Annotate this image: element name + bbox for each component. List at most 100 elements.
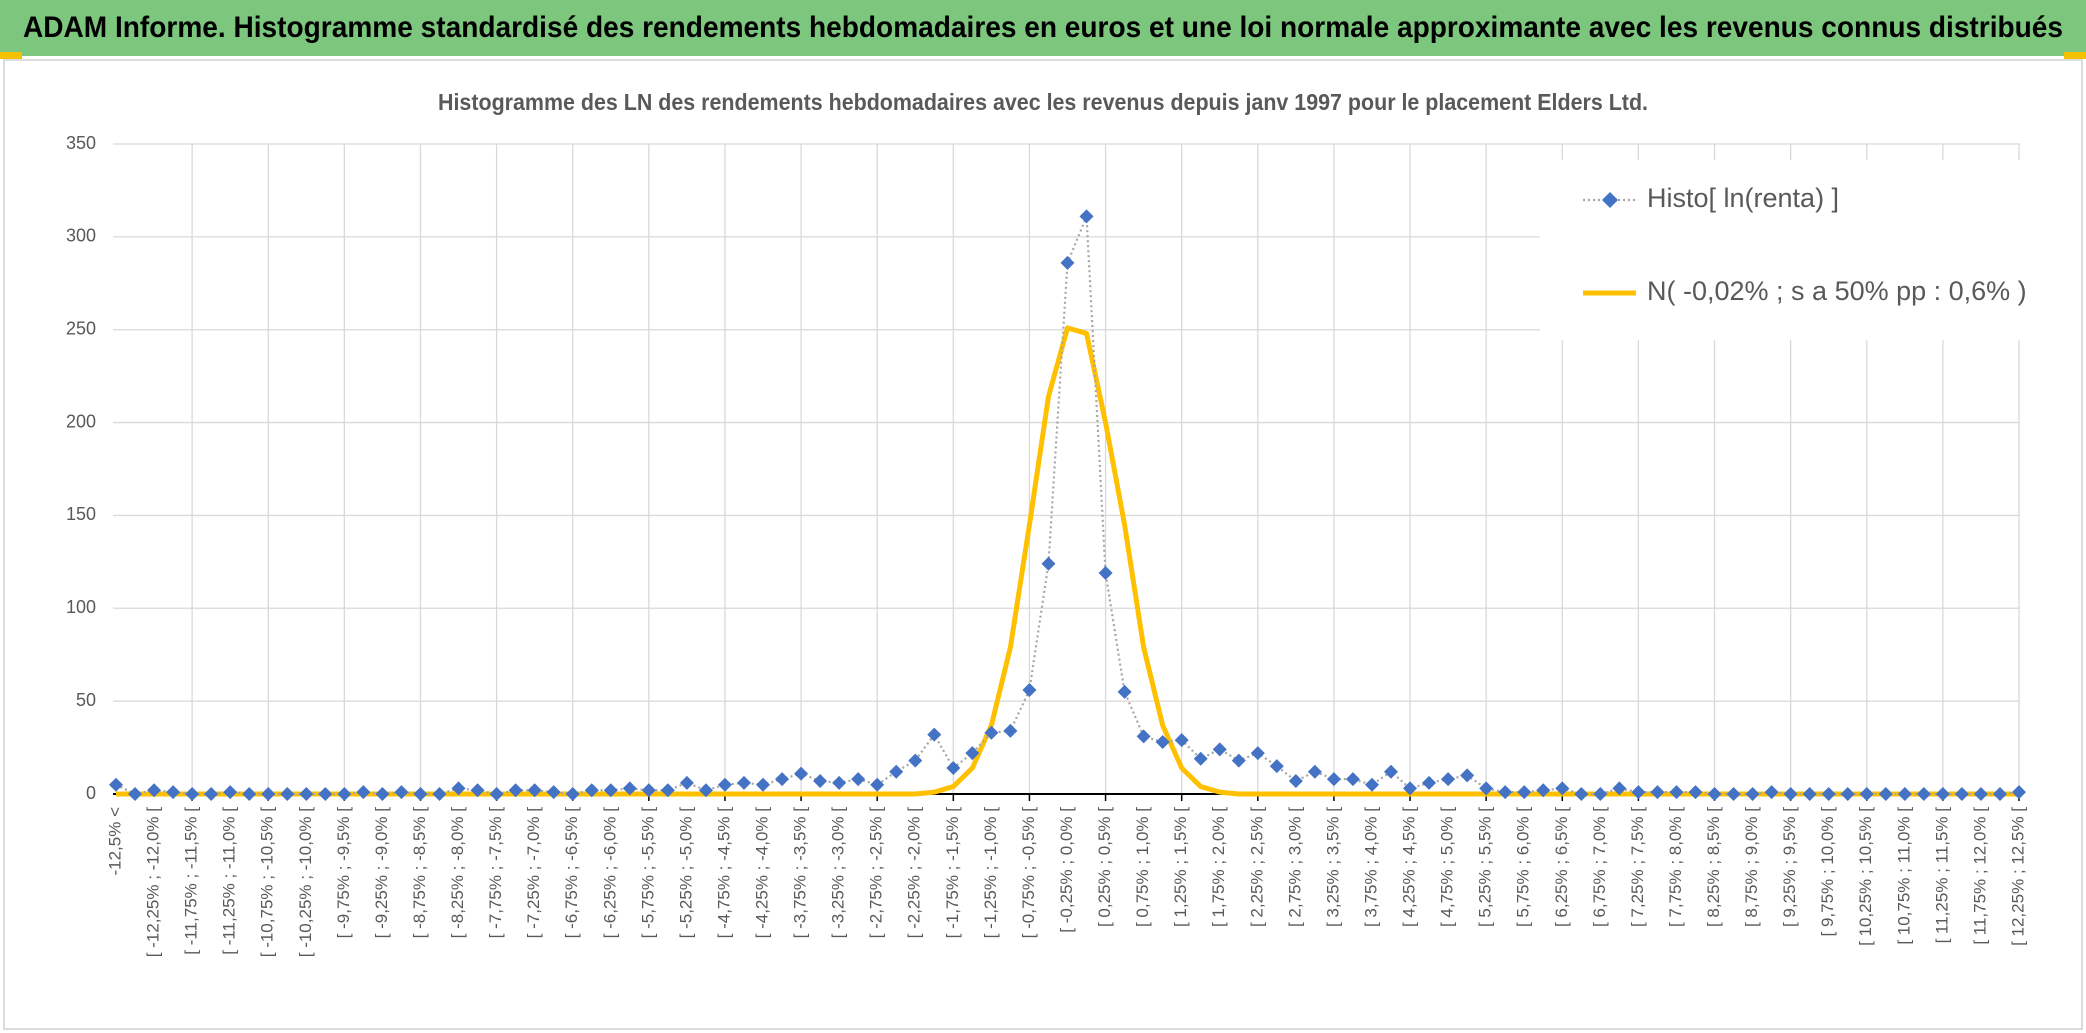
point <box>1307 764 1322 779</box>
point <box>204 787 219 801</box>
point <box>1688 785 1703 800</box>
x-tick-label: [ -12,25% ; -12,0% [ <box>144 807 163 958</box>
point <box>1612 781 1627 796</box>
x-tick-label: [ -11,25% ; -11,0% [ <box>220 807 239 955</box>
point <box>1897 787 1912 801</box>
point <box>1574 787 1589 801</box>
point <box>489 787 504 801</box>
header-band <box>0 0 2086 56</box>
corner-mark <box>0 52 22 59</box>
y-tick-label: 350 <box>66 133 96 153</box>
x-tick-label: [ -1,75% ; -1,5% [ <box>943 807 962 939</box>
point <box>280 787 295 801</box>
point <box>394 785 409 800</box>
point <box>1498 785 1513 800</box>
x-tick-label: [ 5,75% ; 6,0% [ <box>1514 807 1533 927</box>
point <box>451 781 466 796</box>
point <box>1193 751 1208 766</box>
point <box>1212 742 1227 757</box>
x-tick-label: [ -1,25% ; -1,0% [ <box>981 807 1000 939</box>
point <box>1821 787 1836 801</box>
point <box>1916 787 1931 801</box>
x-tick-label: [ 1,25% ; 1,5% [ <box>1171 807 1190 927</box>
point <box>1231 753 1246 768</box>
point <box>1517 785 1532 800</box>
point <box>1422 775 1437 790</box>
point <box>1650 785 1665 800</box>
point <box>2012 785 2026 800</box>
point <box>261 787 276 801</box>
x-tick-label: [ -0,75% ; -0,5% [ <box>1019 807 1038 939</box>
point <box>413 787 428 801</box>
point <box>756 777 771 792</box>
point <box>166 785 181 800</box>
x-tick-label: [ 0,25% ; 0,5% [ <box>1095 807 1114 927</box>
legend-marker <box>1602 192 1618 208</box>
x-tick-label: [ 8,25% ; 8,5% [ <box>1704 807 1723 927</box>
point <box>1878 787 1893 801</box>
point <box>1745 787 1760 801</box>
x-tick-label: [ 5,25% ; 5,5% [ <box>1476 807 1495 927</box>
x-tick-label: [ 6,25% ; 6,5% [ <box>1552 807 1571 927</box>
x-tick-label: [ -10,75% ; -10,5% [ <box>258 807 277 958</box>
x-tick-label: [ 8,75% ; 9,0% [ <box>1742 807 1761 927</box>
point <box>679 775 694 790</box>
point <box>318 787 333 801</box>
point <box>660 783 675 798</box>
point <box>1117 684 1132 699</box>
x-tick-label: [ -10,25% ; -10,0% [ <box>296 807 315 958</box>
point <box>109 777 123 792</box>
point <box>1954 787 1969 801</box>
point <box>128 787 143 801</box>
x-tick-label: [ -3,25% ; -3,0% [ <box>829 807 848 939</box>
x-tick-label: [ 0,75% ; 1,0% [ <box>1133 807 1152 927</box>
point <box>1992 787 2007 801</box>
point <box>527 783 542 798</box>
corner-mark <box>2064 52 2086 59</box>
x-tick-label: [ 11,25% ; 11,5% [ <box>1932 807 1951 944</box>
point <box>1269 759 1284 774</box>
point <box>1060 255 1075 270</box>
x-tick-label: [ -11,75% ; -11,5% [ <box>182 807 201 955</box>
x-tick-label: [ -2,75% ; -2,5% [ <box>867 807 886 939</box>
point <box>1174 733 1189 748</box>
page-title: ADAM Informe. Histogramme standardisé de… <box>23 11 2063 44</box>
point <box>1460 768 1475 783</box>
x-tick-label: [ 4,25% ; 4,5% [ <box>1400 807 1419 927</box>
point <box>965 746 980 761</box>
point <box>794 766 809 781</box>
point <box>1840 787 1855 801</box>
x-tick-label: [ 6,75% ; 7,0% [ <box>1590 807 1609 927</box>
chart-title: Histogramme des LN des rendements hebdom… <box>438 89 1648 115</box>
point <box>1250 746 1265 761</box>
point <box>1098 566 1113 580</box>
y-tick-label: 0 <box>86 783 96 803</box>
y-tick-label: 150 <box>66 504 96 524</box>
point <box>1441 772 1456 787</box>
point <box>375 787 390 801</box>
point <box>832 775 847 790</box>
x-tick-label: [ 2,75% ; 3,0% [ <box>1285 807 1304 927</box>
x-tick-label: [ 12,25% ; 12,5% [ <box>2008 807 2027 946</box>
point <box>1155 735 1170 749</box>
point <box>1631 785 1646 800</box>
y-tick-label: 50 <box>76 690 96 710</box>
x-tick-label: [ -8,25% ; -8,0% [ <box>448 807 467 939</box>
point <box>1345 772 1360 787</box>
point <box>546 785 561 800</box>
point <box>1403 781 1418 796</box>
point <box>1326 772 1341 787</box>
point <box>1973 787 1988 801</box>
point <box>1669 785 1684 800</box>
point <box>1555 781 1570 796</box>
x-tick-label: [ -2,25% ; -2,0% [ <box>905 807 924 939</box>
point <box>603 783 618 798</box>
point <box>889 764 904 779</box>
point <box>185 787 200 801</box>
point <box>641 783 656 798</box>
x-tick-label: [ -7,75% ; -7,5% [ <box>486 807 505 939</box>
point <box>813 774 828 788</box>
point <box>337 787 352 801</box>
legend-box <box>1540 160 2020 340</box>
